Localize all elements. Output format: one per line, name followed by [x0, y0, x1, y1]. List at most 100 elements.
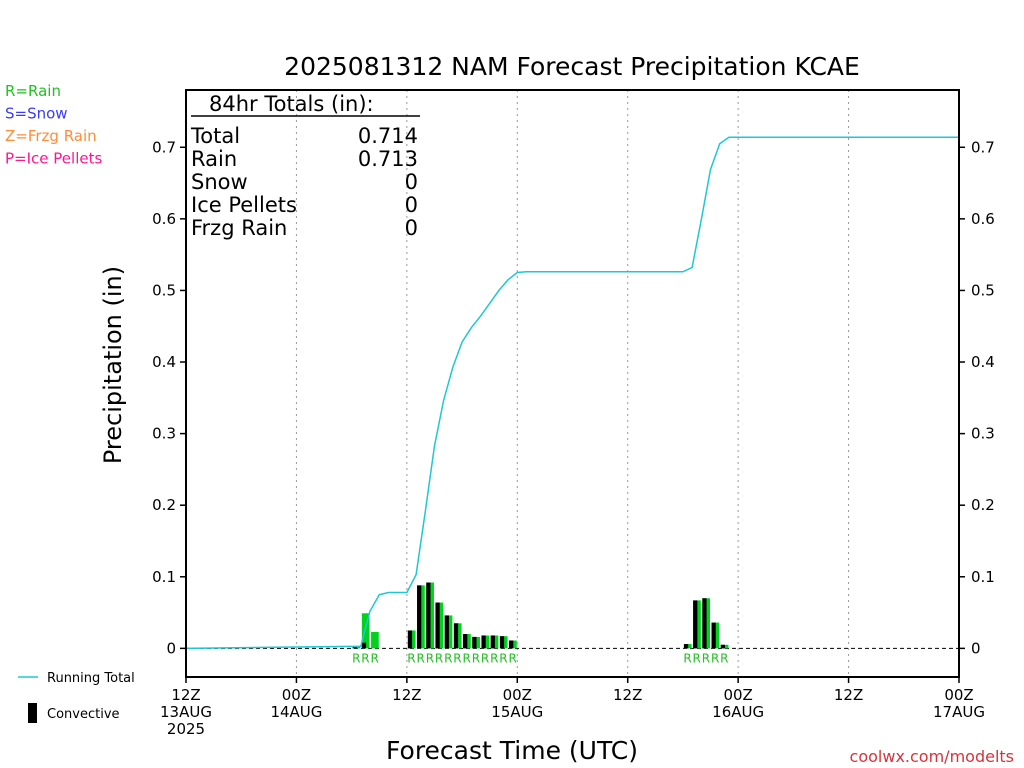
- totals-row-value: 0.713: [358, 147, 418, 171]
- convective-bar: [417, 585, 422, 649]
- ptype-mark: R: [407, 651, 415, 665]
- series-legend: Running Total Convective: [18, 671, 135, 723]
- y-tick-label-right: 0.3: [971, 425, 995, 443]
- y-ticks-left: 0 0.1 0.2 0.3 0.4 0.5 0.6 0.7: [152, 138, 186, 657]
- x-tick-label: 00Z: [282, 686, 311, 704]
- ptype-mark: R: [693, 651, 701, 665]
- ptype-mark: R: [426, 651, 434, 665]
- convective-bar: [453, 623, 459, 649]
- y-tick-label-left: 0.3: [152, 425, 176, 443]
- convective-bar: [499, 636, 505, 649]
- y-tick-label-left: 0.6: [152, 210, 176, 228]
- x-axis-label: Forecast Time (UTC): [386, 736, 638, 765]
- ptype-mark: R: [370, 651, 378, 665]
- ptype-mark: R: [490, 651, 498, 665]
- y-tick-label-left: 0.7: [152, 138, 176, 156]
- x-tick-label: 00Z: [723, 686, 752, 704]
- convective-bar: [407, 630, 413, 649]
- y-tick-label-left: 0.4: [152, 353, 176, 371]
- plot-frame: [185, 89, 960, 678]
- convective-bar: [361, 642, 367, 649]
- chart-title: 2025081312 NAM Forecast Precipitation KC…: [284, 52, 860, 81]
- totals-row-label: Rain: [191, 147, 237, 171]
- convective-bar: [426, 582, 431, 649]
- convective-legend-label: Convective: [47, 707, 120, 722]
- convective-bar: [444, 615, 449, 649]
- ptype-legend-item: S=Snow: [5, 105, 68, 123]
- x-tick-label: 12Z: [613, 686, 642, 704]
- x-tick-label: 15AUG: [491, 703, 543, 721]
- ptype-mark: R: [683, 651, 691, 665]
- x-tick-label: 17AUG: [933, 703, 985, 721]
- totals-row-label: Frzg Rain: [191, 216, 287, 240]
- totals-row-value: 0: [405, 170, 418, 194]
- convective-bar: [683, 644, 689, 649]
- x-tick-label: 12Z: [392, 686, 421, 704]
- ptype-legend-item: Z=Frzg Rain: [5, 127, 97, 145]
- running-total-legend-label: Running Total: [47, 671, 135, 686]
- convective-bar: [435, 602, 440, 649]
- convective-bar: [490, 635, 495, 649]
- y-tick-label-left: 0.2: [152, 496, 176, 514]
- totals-row-label: Ice Pellets: [191, 193, 297, 217]
- x-tick-label: 00Z: [503, 686, 532, 704]
- totals-box: 84hr Totals (in): Total 0.714 Rain 0.713 Sno…: [190, 92, 420, 240]
- totals-row-value: 0.714: [358, 124, 418, 148]
- credit-text: coolwx.com/modelts: [850, 747, 1014, 766]
- convective-legend-swatch: [28, 703, 37, 723]
- ptype-mark: R: [702, 651, 710, 665]
- y-tick-label-left: 0: [166, 639, 176, 657]
- y-tick-label-right: 0: [971, 639, 981, 657]
- x-tick-label: 2025: [167, 720, 205, 738]
- ptype-mark: R: [481, 651, 489, 665]
- convective-bar: [720, 644, 725, 649]
- ptype-mark: R: [499, 651, 507, 665]
- convective-bar: [472, 636, 477, 649]
- y-tick-label-right: 0.7: [971, 138, 995, 156]
- running-total-line: [185, 136, 959, 650]
- ptype-mark: R: [509, 651, 517, 665]
- ptype-mark: R: [416, 651, 424, 665]
- convective-bar: [509, 640, 514, 649]
- convective-bar: [702, 598, 707, 649]
- precip-bars: [352, 582, 729, 649]
- y-tick-label-left: 0.5: [152, 281, 176, 299]
- x-tick-label: 14AUG: [270, 703, 322, 721]
- ptype-mark: R: [720, 651, 728, 665]
- x-tick-label: 00Z: [944, 686, 973, 704]
- x-tick-label: 13AUG: [160, 703, 212, 721]
- ptype-mark: R: [361, 651, 369, 665]
- y-ticks-right: 0 0.1 0.2 0.3 0.4 0.5 0.6 0.7: [959, 138, 995, 657]
- convective-bar: [693, 600, 698, 649]
- totals-row-value: 0: [405, 193, 418, 217]
- x-tick-label: 16AUG: [712, 703, 764, 721]
- ptype-legend: R=Rain S=Snow Z=Frzg Rain P=Ice Pellets: [5, 82, 102, 168]
- ptype-mark: R: [435, 651, 443, 665]
- ptype-mark: R: [444, 651, 452, 665]
- grid-lines: [295, 90, 850, 677]
- totals-row-value: 0: [405, 216, 418, 240]
- x-tick-label: 12Z: [834, 686, 863, 704]
- totals-row-label: Snow: [191, 170, 248, 194]
- ptype-mark: R: [711, 651, 719, 665]
- ptype-mark: R: [453, 651, 461, 665]
- ptype-mark: R: [472, 651, 480, 665]
- y-tick-label-right: 0.4: [971, 353, 995, 371]
- ptype-legend-item: P=Ice Pellets: [5, 150, 102, 168]
- x-tick-label: 12Z: [171, 686, 200, 704]
- totals-row-label: Total: [190, 124, 240, 148]
- y-axis-label: Precipitation (in): [99, 266, 127, 464]
- convective-bar: [352, 646, 357, 649]
- ptype-mark: R: [463, 651, 471, 665]
- convective-bar: [711, 622, 716, 649]
- ptype-mark: R: [352, 651, 360, 665]
- y-tick-label-left: 0.1: [152, 568, 176, 586]
- precip-bar: [361, 613, 370, 649]
- y-tick-label-right: 0.6: [971, 210, 995, 228]
- precip-bar: [371, 631, 379, 649]
- ptype-legend-item: R=Rain: [5, 82, 61, 100]
- y-tick-label-right: 0.1: [971, 568, 995, 586]
